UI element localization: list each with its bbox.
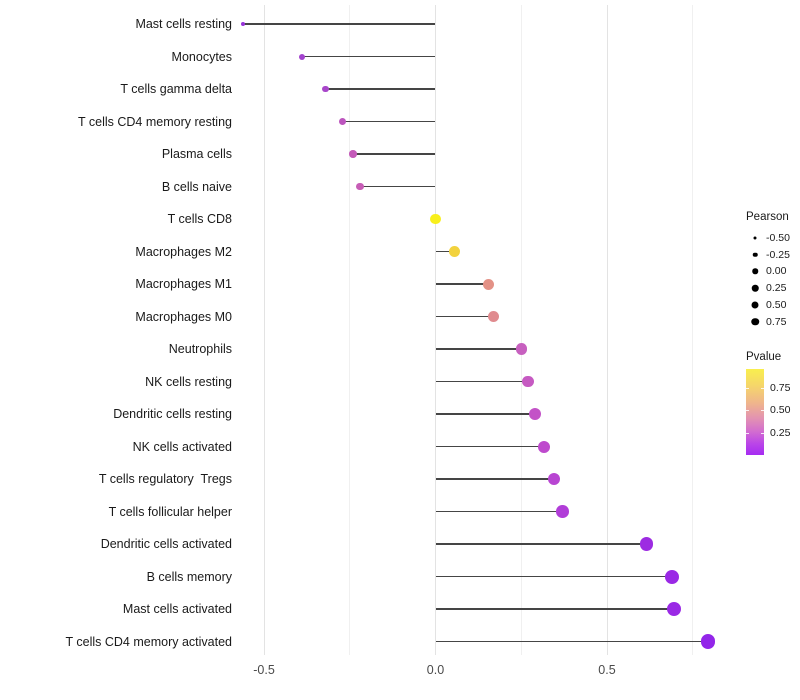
pearson-legend-dot-icon	[751, 317, 759, 326]
pearson-legend-item: -0.50	[747, 230, 797, 246]
pearson-legend-dot-icon	[751, 284, 759, 292]
pearson-legend-item: 0.25	[747, 280, 797, 296]
y-axis-category-label: Macrophages M1	[135, 277, 232, 291]
pearson-legend-label: 0.50	[766, 298, 787, 311]
lollipop-stem	[435, 445, 544, 448]
pearson-legend-label: -0.25	[766, 248, 790, 261]
lollipop-stem	[435, 575, 673, 578]
pvalue-colorbar	[746, 369, 764, 455]
pvalue-legend-label: 0.25	[770, 426, 791, 439]
y-axis-category-label: NK cells resting	[145, 374, 232, 389]
gridline-minor	[349, 5, 351, 655]
lollipop-stem	[435, 250, 455, 253]
lollipop-stem	[243, 23, 436, 25]
lollipop-stem	[435, 380, 529, 383]
lollipop-stem	[435, 413, 535, 415]
data-point-dot	[241, 22, 246, 26]
pearson-legend-dot-icon	[752, 252, 758, 257]
colorbar-tick-mark	[746, 410, 749, 412]
pearson-legend-item: 0.00	[747, 263, 797, 279]
lollipop-stem	[435, 543, 647, 545]
y-axis-category-label: Macrophages M2	[135, 244, 232, 259]
colorbar-tick-mark	[746, 432, 749, 434]
lollipop-stem	[435, 283, 489, 285]
gridline-minor	[692, 5, 694, 655]
lollipop-stem	[353, 153, 436, 155]
data-point-dot	[339, 118, 347, 125]
data-point-dot	[700, 634, 716, 649]
data-point-dot	[665, 569, 680, 584]
gridline-major	[263, 5, 265, 655]
lollipop-stem	[435, 510, 563, 513]
data-point-dot	[528, 408, 541, 420]
y-axis-category-label: T cells CD4 memory resting	[78, 114, 232, 129]
y-axis-category-label: T cells regulatory Tregs	[98, 472, 232, 486]
data-point-dot	[666, 602, 681, 616]
colorbar-tick-mark	[761, 432, 764, 434]
y-axis-category-label: B cells memory	[146, 569, 232, 584]
data-point-dot	[322, 85, 329, 93]
data-point-dot	[639, 537, 654, 551]
pearson-legend-label: 0.00	[766, 265, 787, 278]
colorbar-tick-mark	[761, 410, 764, 412]
y-axis-category-label: T cells gamma delta	[120, 82, 232, 96]
data-point-dot	[298, 53, 305, 60]
pearson-legend-dot-icon	[752, 268, 758, 275]
y-axis-category-label: NK cells activated	[132, 439, 232, 454]
pvalue-color-legend-title: Pvalue	[746, 351, 782, 363]
pearson-legend-item: 0.75	[747, 314, 797, 330]
data-point-dot	[483, 278, 495, 290]
lollipop-stem	[301, 55, 436, 58]
x-axis-tick-label: 0.5	[598, 663, 616, 677]
gridline-major	[606, 5, 608, 655]
pearson-legend-label: -0.50	[766, 232, 790, 244]
y-axis-category-label: Macrophages M0	[135, 309, 232, 324]
data-point-dot	[488, 311, 500, 322]
data-point-dot	[556, 505, 569, 518]
lollipop-stem	[342, 120, 436, 123]
data-point-dot	[537, 440, 550, 453]
lollipop-stem	[435, 608, 674, 610]
y-axis-category-label: Dendritic cells activated	[100, 537, 232, 551]
colorbar-tick-mark	[746, 387, 749, 389]
data-point-dot	[356, 182, 364, 191]
gridline-minor	[520, 5, 522, 655]
gridline-major	[435, 5, 436, 655]
y-axis-category-label: T cells CD4 memory activated	[65, 634, 233, 649]
y-axis-category-label: Neutrophils	[168, 342, 232, 356]
data-point-dot	[522, 375, 534, 388]
pearson-legend-dot-icon	[751, 301, 759, 309]
data-point-dot	[515, 343, 527, 355]
y-axis-category-label: Monocytes	[171, 49, 232, 64]
lollipop-stem	[435, 640, 709, 643]
y-axis-category-label: B cells naive	[161, 179, 232, 194]
lollipop-stem	[360, 185, 436, 188]
pearson-legend-item: 0.50	[747, 297, 797, 313]
lollipop-stem	[325, 88, 436, 90]
lollipop-stem	[435, 315, 494, 318]
y-axis-category-label: T cells follicular helper	[108, 504, 232, 519]
y-axis-category-label: Plasma cells	[161, 147, 232, 161]
lollipop-stem	[435, 348, 522, 350]
pearson-legend-item: -0.25	[747, 247, 797, 263]
colorbar-tick-mark	[761, 387, 764, 389]
x-axis-tick-label: 0.0	[426, 663, 445, 677]
pvalue-legend-label: 0.75	[770, 381, 791, 394]
data-point-dot	[430, 213, 441, 225]
pvalue-legend-label: 0.50	[770, 404, 791, 417]
y-axis-category-label: Dendritic cells resting	[113, 407, 232, 421]
data-point-dot	[349, 150, 357, 158]
pearson-legend-label: 0.75	[766, 315, 787, 328]
lollipop-stem	[435, 478, 554, 480]
pearson-legend-label: 0.25	[766, 282, 787, 295]
y-axis-category-label: T cells CD8	[167, 212, 232, 226]
data-point-dot	[448, 246, 460, 257]
pearson-size-legend-title: Pearson	[746, 211, 789, 223]
y-axis-category-label: Mast cells activated	[122, 602, 232, 616]
y-axis-category-label: Mast cells resting	[135, 17, 232, 31]
pearson-legend-dot-icon	[753, 236, 757, 240]
data-point-dot	[547, 472, 561, 486]
x-axis-tick-label: -0.5	[253, 663, 275, 677]
